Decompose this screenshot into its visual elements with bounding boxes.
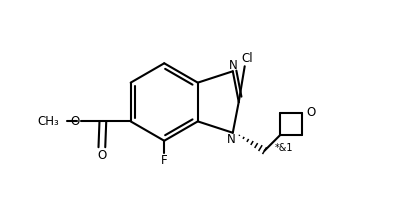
Text: Cl: Cl: [241, 52, 252, 65]
Text: N: N: [226, 133, 235, 146]
Text: CH₃: CH₃: [37, 115, 59, 128]
Text: N: N: [228, 59, 237, 72]
Text: O: O: [70, 115, 80, 128]
Text: O: O: [306, 106, 316, 119]
Text: *&1: *&1: [274, 143, 293, 153]
Text: O: O: [97, 149, 106, 162]
Text: F: F: [161, 154, 168, 167]
